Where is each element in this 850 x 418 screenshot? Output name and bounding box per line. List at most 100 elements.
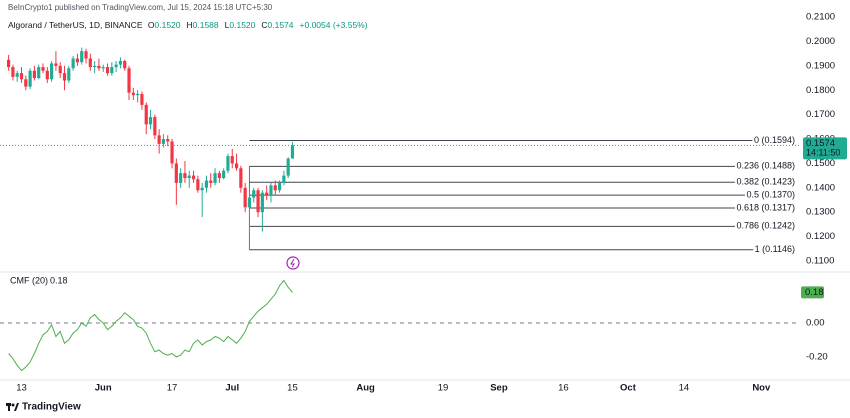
candle-body [118, 60, 123, 65]
x-tick-label: Aug [356, 383, 375, 394]
candle-body [157, 135, 161, 144]
candle-body [153, 117, 157, 136]
x-tick-label: 19 [438, 383, 449, 394]
candle-body [7, 59, 11, 68]
y-tick-label: 0.1400 [806, 182, 835, 193]
y-tick-label: 0.1200 [806, 231, 835, 242]
candle-body [84, 51, 88, 59]
cmf-legend-value: 0.18 [50, 275, 68, 285]
candle-body [101, 67, 105, 69]
candle-body [110, 67, 114, 74]
candle-body [105, 67, 110, 74]
candle-body [28, 70, 32, 87]
y-tick-label: 0.1500 [806, 158, 835, 169]
footer-brand: TradingView [22, 402, 81, 413]
candle-body [62, 73, 67, 81]
candle-body [187, 175, 191, 179]
tv-logo [6, 403, 19, 411]
x-tick-label: Jul [225, 383, 239, 394]
candle-body [127, 68, 131, 93]
x-tick-label: Oct [620, 383, 637, 394]
candle-body [183, 173, 187, 179]
ohlc-key: O [147, 20, 155, 30]
candle-body [88, 58, 92, 68]
candle-body [15, 73, 19, 77]
fib-level-label: 0.618 (0.1317) [736, 202, 795, 212]
ohlc-value: 0.1520 [154, 20, 181, 30]
candle-body [179, 173, 183, 183]
candle-body [131, 92, 135, 96]
candle-body [222, 170, 226, 179]
cmf-value-badge [801, 286, 824, 299]
candle-body [217, 173, 221, 179]
candle-body [140, 93, 144, 105]
candle-body [260, 192, 264, 213]
candle-body [136, 93, 140, 96]
y-tick-label: 0.1300 [806, 207, 835, 218]
candle-body [256, 190, 260, 213]
candle-body [32, 70, 37, 79]
candle-body [277, 182, 282, 191]
candle-body [282, 175, 286, 183]
x-tick-label: Sep [490, 383, 508, 394]
cmf-line [8, 279, 293, 372]
candle-body [148, 117, 153, 125]
candle-body [80, 51, 84, 63]
candle-body [226, 156, 230, 171]
cmf-value-label: 0.18 [805, 287, 824, 298]
candle-body [71, 58, 75, 69]
candle-body [97, 65, 101, 69]
fib-level-label: 0.5 (0.1370) [746, 189, 795, 199]
candle-body [209, 180, 213, 183]
cmf-tick-label: 0.00 [806, 317, 825, 328]
candle-body [204, 180, 209, 188]
candle-body [45, 70, 49, 80]
fib-level-label: 0.236 (0.1488) [736, 161, 795, 171]
candle-body [265, 192, 269, 196]
fib-level-label: 0.382 (0.1423) [736, 177, 795, 187]
x-tick-label: 14 [679, 383, 690, 394]
bar-countdown: 14:11:50 [806, 148, 840, 158]
candle-body [286, 158, 290, 176]
ohlc-item: O0.1520 [148, 20, 184, 30]
candle-body [213, 173, 217, 183]
y-tick-label: 0.1700 [806, 109, 835, 120]
x-tick-label: Nov [752, 383, 771, 394]
candle-body [58, 65, 62, 74]
candle-body [170, 141, 174, 164]
fib-level-label: 0 (0.1594) [754, 135, 795, 145]
candle-body [252, 190, 256, 198]
publisher-line: BeInCrypto1 published on TradingView.com… [8, 3, 273, 12]
ohlc-item: C0.1574 [261, 20, 296, 30]
ohlc-key: L [224, 20, 230, 30]
candle-body [174, 163, 178, 183]
candle-body [290, 145, 295, 159]
x-tick-label: Jun [95, 383, 112, 394]
event-icon[interactable] [286, 256, 300, 270]
candle-body [50, 63, 54, 80]
fib-level-label: 1 (0.1146) [755, 244, 795, 254]
x-tick-label: 17 [167, 383, 178, 394]
y-tick-label: 0.2000 [806, 36, 835, 47]
candle-body [75, 58, 80, 63]
x-tick-label: 13 [16, 383, 27, 394]
candle-body [200, 187, 204, 191]
candle-body [196, 179, 200, 191]
y-tick-label: 0.2100 [806, 12, 835, 23]
last-price-label: 0.1574 [806, 138, 835, 149]
candle-body [24, 79, 28, 87]
candle-body [11, 67, 15, 77]
symbol-header: Algorand / TetherUS, 1D, BINANCE O0.1520… [8, 20, 371, 30]
ohlc-item: L0.1520 [225, 20, 259, 30]
ohlc-value: 0.1574 [267, 20, 294, 30]
cmf-tick-label: -0.20 [806, 351, 828, 362]
y-tick-label: 0.1800 [806, 85, 835, 96]
candle-body [273, 185, 277, 191]
candle-body [67, 68, 71, 81]
candle-body [166, 139, 170, 142]
symbol-title: Algorand / TetherUS, 1D, BINANCE [8, 20, 143, 30]
candle-body [114, 64, 118, 68]
candle-body [161, 139, 166, 144]
